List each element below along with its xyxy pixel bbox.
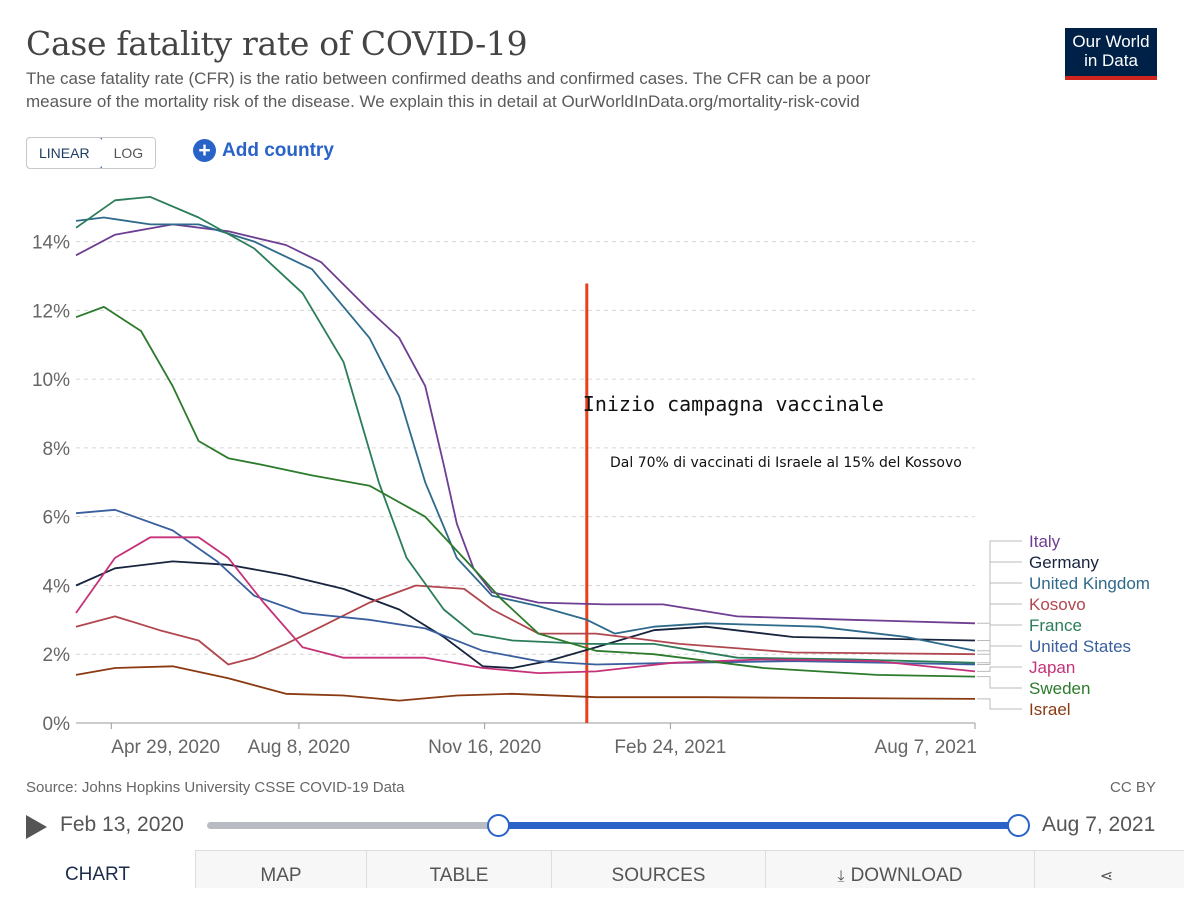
y-tick-label: 14% [32,233,70,254]
tab-chart[interactable]: CHART [0,850,195,888]
tab-sources-label: SOURCES [611,865,706,886]
legend-connector [977,603,1022,655]
legend-label[interactable]: Italy [1029,532,1061,551]
download-icon: ⤓ [837,868,845,885]
legend-label[interactable]: Kosovo [1029,595,1086,614]
legend-label[interactable]: Sweden [1029,679,1090,698]
y-tick-label: 8% [43,439,71,460]
x-tick-label: Nov 16, 2020 [428,737,541,758]
y-tick-label: 12% [32,301,70,322]
timeline-start-date: Feb 13, 2020 [60,813,184,836]
tab-bar: CHART MAP TABLE SOURCES ⤓ DOWNLOAD ⋖ [0,850,1184,888]
legend-connector [977,561,1022,641]
y-tick-label: 10% [32,370,70,391]
plus-circle-icon: + [193,139,216,162]
legend-label[interactable]: United Kingdom [1029,574,1150,593]
linear-scale-button[interactable]: LINEAR [27,138,103,168]
series-line-united-kingdom [75,216,976,652]
annotation-vaccination-rates: Dal 70% di vaccinati di Israele al 15% d… [610,455,962,471]
owid-logo[interactable]: Our World in Data [1065,28,1157,80]
legend-label[interactable]: Japan [1029,658,1075,677]
timeline-selected-range [497,822,1018,829]
series-line-france [75,196,976,664]
tab-sources[interactable]: SOURCES [551,850,765,888]
legend-label[interactable]: United States [1029,637,1131,656]
license-link[interactable]: CC BY [1110,779,1156,796]
play-icon[interactable] [26,815,47,839]
series-line-italy [75,223,976,625]
legend-label[interactable]: France [1029,616,1082,635]
add-country-label: Add country [222,139,334,161]
logo-line-2: in Data [1084,51,1138,70]
add-country-button[interactable]: + Add country [193,139,334,162]
tab-chart-label: CHART [64,864,131,885]
legend-label[interactable]: Israel [1029,700,1071,719]
x-tick-label: Apr 29, 2020 [111,737,220,758]
y-tick-label: 4% [43,576,71,597]
tab-table[interactable]: TABLE [366,850,551,888]
series-line-germany [75,560,976,669]
y-tick-label: 2% [43,645,71,666]
y-tick-label: 0% [43,714,71,735]
tab-download[interactable]: ⤓ DOWNLOAD [765,850,1034,888]
log-scale-button[interactable]: LOG [101,138,156,168]
legend-connector [977,698,1022,710]
series-line-sweden [75,306,976,678]
legend-connector [977,624,1022,664]
legend-label[interactable]: Germany [1029,553,1099,572]
subtitle-line-1: The case fatality rate (CFR) is the rati… [26,69,871,88]
x-tick-label: Aug 8, 2020 [248,737,350,758]
series-line-kosovo [75,584,976,666]
series-line-israel [75,665,976,702]
timeline-start-handle[interactable] [486,814,510,837]
share-icon: ⋖ [1099,868,1114,885]
tab-table-label: TABLE [429,865,489,886]
subtitle-line-2: measure of the mortality risk of the dis… [26,92,860,111]
tab-share[interactable]: ⋖ [1034,850,1184,888]
tab-download-label: DOWNLOAD [850,865,963,886]
scale-toggle: LINEAR LOG [26,137,157,169]
tab-map[interactable]: MAP [195,850,366,888]
y-tick-label: 6% [43,508,71,529]
series-line-japan [75,536,976,674]
legend-connector [977,666,1022,672]
annotation-vaccination-start: Inizio campagna vaccinale [583,392,884,416]
legend-connector [977,540,1022,624]
logo-line-1: Our World [1072,32,1150,51]
chart-title: Case fatality rate of COVID-19 [26,24,528,63]
chart-subtitle: The case fatality rate (CFR) is the rati… [26,67,1026,113]
legend-connector [977,645,1022,665]
source-note[interactable]: Source: Johns Hopkins University CSSE CO… [26,779,405,796]
timeline-end-date: Aug 7, 2021 [1042,813,1156,836]
x-tick-label: Feb 24, 2021 [614,737,726,758]
timeline-slider[interactable] [207,814,1030,837]
x-tick-label: Aug 7, 2021 [875,737,977,758]
legend-connector [977,676,1022,689]
line-chart: 0% 2% 4% 6% 8% 10% 12% 14% Apr 29, 2020 Aug 8, 20… [32,196,1150,758]
timeline-end-handle[interactable] [1007,814,1030,837]
tab-map-label: MAP [260,865,302,886]
